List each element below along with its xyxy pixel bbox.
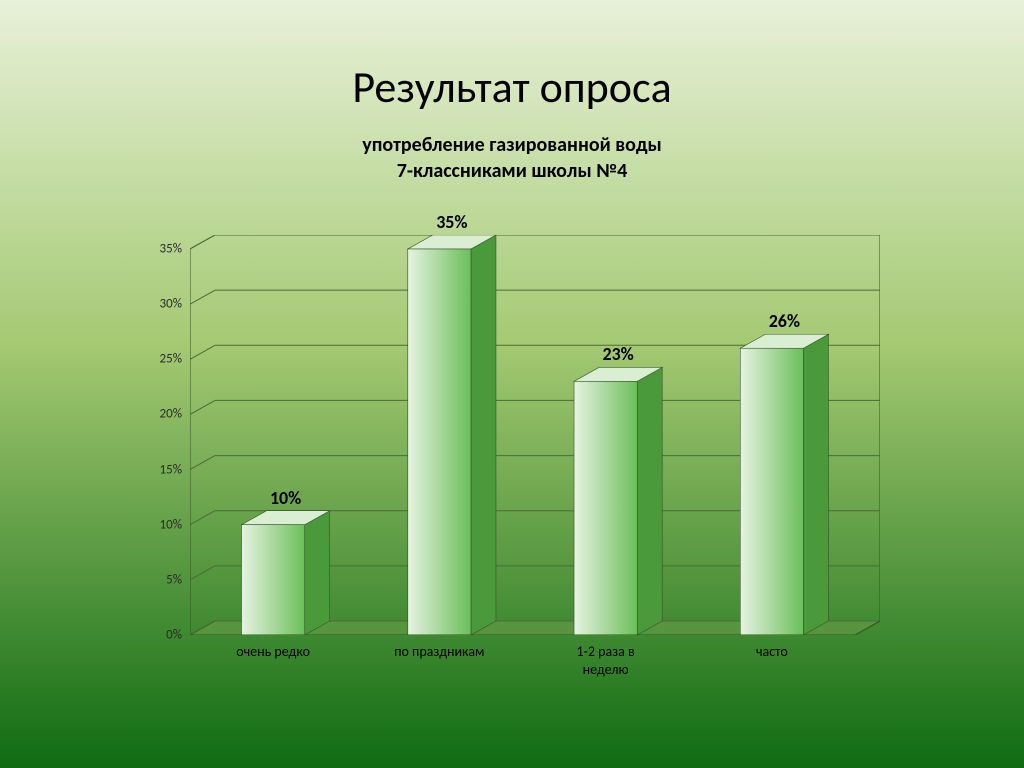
bar-value-label: 35% (436, 211, 467, 233)
chart-subtitle: употребление газированной воды 7-классни… (0, 132, 1024, 184)
bar-value-label: 23% (602, 343, 633, 365)
y-axis-tick-label: 15% (160, 462, 182, 477)
subtitle-line-2: 7-классниками школы №4 (397, 159, 628, 183)
x-axis-tick-label: очень редко (194, 643, 352, 661)
chart-svg (190, 235, 880, 635)
bar-value-label: 26% (769, 310, 800, 332)
y-axis-tick-label: 20% (160, 407, 182, 422)
bar-chart: 0%5%10%15%20%25%30%35%10%очень редко35%п… (190, 235, 880, 635)
subtitle-line-1: употребление газированной воды (362, 133, 662, 157)
x-axis-tick-label: 1-2 раза в неделю (527, 643, 685, 678)
y-axis-tick-label: 25% (160, 352, 182, 367)
y-axis-tick-label: 30% (160, 297, 182, 312)
x-axis-tick-label: часто (693, 643, 851, 661)
bar-value-label: 10% (270, 487, 301, 509)
y-axis-tick-label: 0% (166, 628, 182, 643)
slide: Результат опроса употребление газированн… (0, 0, 1024, 768)
y-axis-tick-label: 35% (160, 242, 182, 257)
y-axis-tick-label: 5% (166, 572, 182, 587)
y-axis-tick-label: 10% (160, 517, 182, 532)
slide-title: Результат опроса (0, 60, 1024, 114)
x-axis-tick-label: по праздникам (360, 643, 518, 661)
